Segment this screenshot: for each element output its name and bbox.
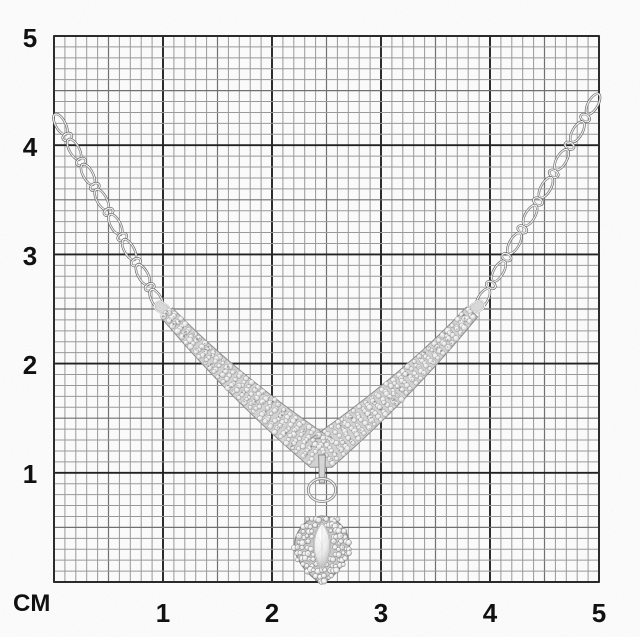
svg-text:4: 4	[483, 598, 498, 628]
svg-text:2: 2	[265, 598, 279, 628]
svg-text:3: 3	[23, 241, 37, 271]
svg-text:3: 3	[374, 598, 388, 628]
svg-text:1: 1	[156, 598, 170, 628]
svg-text:CM: CM	[13, 590, 50, 617]
svg-text:5: 5	[23, 23, 37, 53]
svg-text:1: 1	[23, 459, 37, 489]
svg-text:5: 5	[592, 598, 606, 628]
svg-text:2: 2	[23, 350, 37, 380]
svg-text:4: 4	[23, 132, 38, 162]
